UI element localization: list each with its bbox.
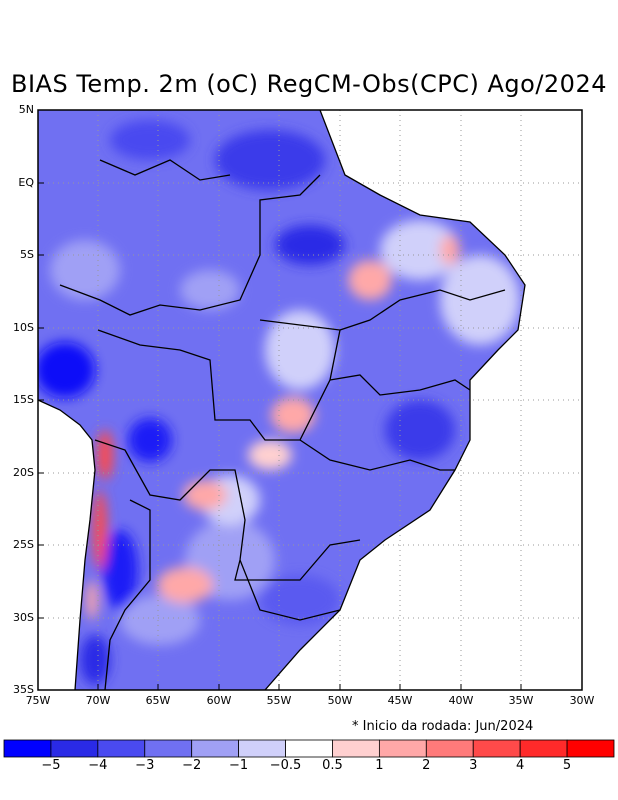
lon-label-50w: 50W <box>327 694 353 707</box>
colorbar-label: 3 <box>469 758 478 773</box>
lon-label-40w: 40W <box>448 694 474 707</box>
lat-label-15s: 15S <box>13 393 34 406</box>
colorbar-swatch <box>97 739 146 758</box>
lon-label-55w: 55W <box>266 694 292 707</box>
map-title: BIAS Temp. 2m (oC) RegCM-Obs(CPC) Ago/20… <box>11 70 607 98</box>
lon-label-60w: 60W <box>206 694 232 707</box>
lon-label-45w: 45W <box>387 694 413 707</box>
lon-label-30w: 30W <box>569 694 595 707</box>
colorbar-label: −5 <box>41 758 61 773</box>
colorbar-swatch <box>144 739 193 758</box>
colorbar <box>3 739 615 758</box>
lat-label-35s: 35S <box>13 683 34 696</box>
colorbar-swatch <box>50 739 99 758</box>
ocean-pacific <box>38 400 95 690</box>
colorbar-swatch <box>519 739 568 758</box>
lat-label-5n: 5N <box>18 103 34 116</box>
colorbar-label: 2 <box>422 758 431 773</box>
lon-label-75w: 75W <box>25 694 51 707</box>
colorbar-swatch <box>378 739 427 758</box>
run-start-note: * Inicio da rodada: Jun/2024 <box>352 719 534 734</box>
colorbar-label: 4 <box>516 758 525 773</box>
colorbar-label: −3 <box>135 758 155 773</box>
colorbar-label: −2 <box>182 758 202 773</box>
ocean-atlantic <box>265 110 582 690</box>
lat-label-20s: 20S <box>13 466 34 479</box>
colorbar-label: −0.5 <box>269 758 302 773</box>
bias-field <box>38 110 582 690</box>
country-borders <box>38 110 526 690</box>
colorbar-label: −4 <box>88 758 108 773</box>
colorbar-swatch <box>238 739 286 758</box>
grid-lines <box>38 110 582 690</box>
colorbar-label: 0.5 <box>322 758 343 773</box>
colorbar-swatch <box>566 739 615 758</box>
colorbar-swatch <box>191 739 240 758</box>
lat-label-10s: 10S <box>13 321 34 334</box>
lat-label-eq: EQ <box>18 176 34 189</box>
colorbar-label: −1 <box>229 758 249 773</box>
lat-label-30s: 30S <box>13 611 34 624</box>
colorbar-swatch <box>285 739 333 758</box>
colorbar-swatch <box>425 739 474 758</box>
colorbar-swatch <box>472 739 521 758</box>
lat-label-25s: 25S <box>13 538 34 551</box>
axis-ticks <box>38 109 522 690</box>
colorbar-label: 5 <box>562 758 572 773</box>
lon-label-70w: 70W <box>85 694 111 707</box>
colorbar-swatch <box>332 739 380 758</box>
colorbar-swatch <box>3 739 52 758</box>
lon-label-65w: 65W <box>145 694 171 707</box>
lon-label-35w: 35W <box>508 694 534 707</box>
colorbar-label: 1 <box>375 758 384 773</box>
lat-label-5s: 5S <box>20 248 34 261</box>
